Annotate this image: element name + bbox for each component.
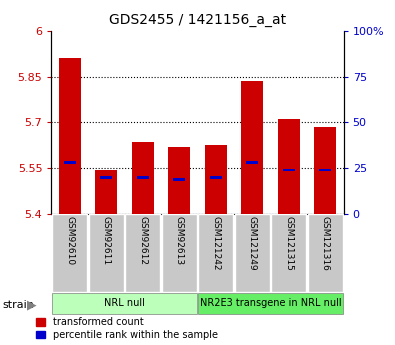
Text: NRL null: NRL null	[104, 298, 145, 308]
Text: GSM121315: GSM121315	[284, 216, 293, 271]
Bar	[198, 214, 233, 292]
Text: GSM92612: GSM92612	[138, 216, 147, 265]
Bar	[52, 214, 87, 292]
Bar	[308, 214, 343, 292]
Text: GSM121249: GSM121249	[248, 216, 257, 271]
Bar	[283, 169, 295, 171]
Bar	[59, 59, 81, 214]
Title: GDS2455 / 1421156_a_at: GDS2455 / 1421156_a_at	[109, 13, 286, 27]
Text: GSM92611: GSM92611	[102, 216, 111, 265]
Bar	[235, 214, 270, 292]
Bar	[210, 176, 222, 179]
Bar	[95, 170, 117, 214]
Text: GSM92610: GSM92610	[65, 216, 74, 265]
Bar	[162, 214, 197, 292]
Text: GSM121316: GSM121316	[321, 216, 330, 271]
Text: NR2E3 transgene in NRL null: NR2E3 transgene in NRL null	[200, 298, 341, 308]
Bar	[64, 161, 76, 164]
Bar	[246, 161, 258, 164]
Bar	[88, 214, 124, 292]
Bar	[132, 142, 154, 214]
Bar	[52, 293, 197, 315]
Bar	[198, 293, 343, 315]
Bar	[319, 169, 331, 171]
Text: strain: strain	[2, 300, 34, 310]
Text: ▶: ▶	[27, 299, 36, 312]
Bar	[125, 214, 160, 292]
Text: GSM92613: GSM92613	[175, 216, 184, 265]
Bar	[100, 176, 112, 179]
Bar	[137, 176, 149, 179]
Bar	[173, 178, 185, 180]
Bar	[278, 119, 300, 214]
Bar	[241, 81, 263, 214]
Legend: transformed count, percentile rank within the sample: transformed count, percentile rank withi…	[36, 317, 218, 340]
Bar	[314, 127, 336, 214]
Bar	[271, 214, 307, 292]
Bar	[205, 145, 227, 214]
Text: GSM121242: GSM121242	[211, 216, 220, 271]
Bar	[168, 147, 190, 214]
